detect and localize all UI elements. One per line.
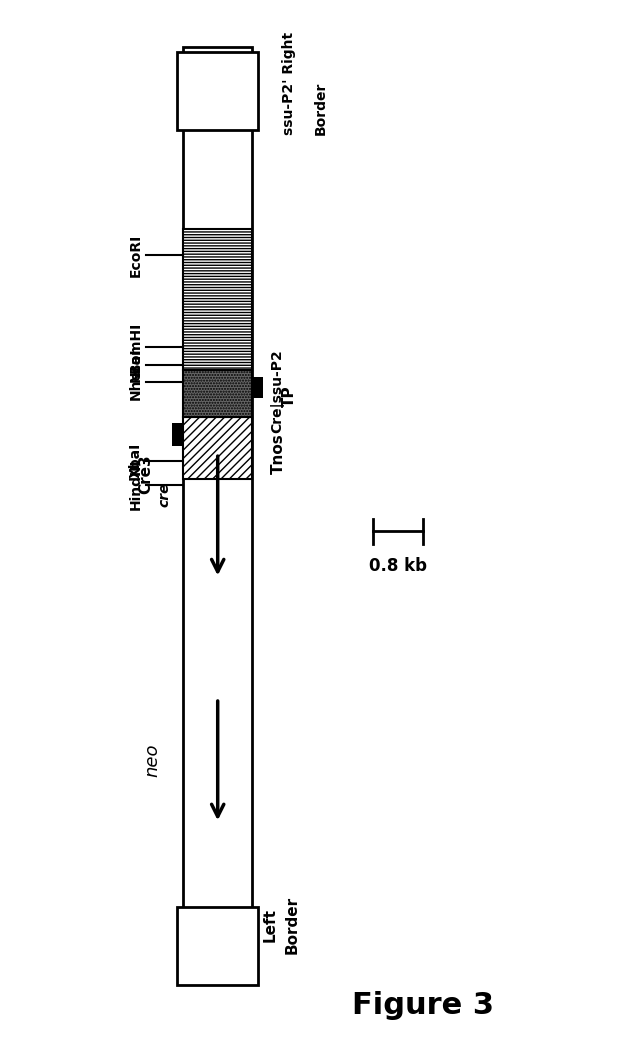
Text: cre: cre bbox=[158, 482, 172, 507]
Text: NcoI: NcoI bbox=[129, 347, 143, 382]
Bar bbox=[172, 423, 183, 446]
Text: Figure 3: Figure 3 bbox=[352, 991, 494, 1020]
Bar bbox=[183, 370, 252, 417]
Text: EcoRI: EcoRI bbox=[129, 233, 143, 277]
Text: TP: TP bbox=[282, 386, 297, 406]
Text: Left: Left bbox=[263, 908, 278, 942]
Text: HindIII: HindIII bbox=[129, 458, 143, 511]
Text: BamHI: BamHI bbox=[129, 321, 143, 373]
Text: Border: Border bbox=[313, 82, 327, 135]
Bar bbox=[252, 377, 263, 398]
Text: ssu-P2' Right: ssu-P2' Right bbox=[282, 32, 296, 135]
Text: Tnos: Tnos bbox=[271, 432, 285, 474]
Bar bbox=[183, 47, 252, 959]
Bar bbox=[183, 417, 252, 479]
Text: 0.8 kb: 0.8 kb bbox=[369, 557, 427, 575]
Bar bbox=[177, 907, 258, 985]
Text: Cre|ssu-P2: Cre|ssu-P2 bbox=[271, 349, 285, 432]
Bar bbox=[177, 52, 258, 130]
Bar bbox=[183, 229, 252, 370]
Text: neo: neo bbox=[144, 744, 161, 777]
Text: NheI: NheI bbox=[129, 365, 143, 400]
Text: Border: Border bbox=[285, 896, 300, 953]
Text: Cre3: Cre3 bbox=[139, 454, 154, 494]
Text: XbaI: XbaI bbox=[129, 443, 143, 478]
